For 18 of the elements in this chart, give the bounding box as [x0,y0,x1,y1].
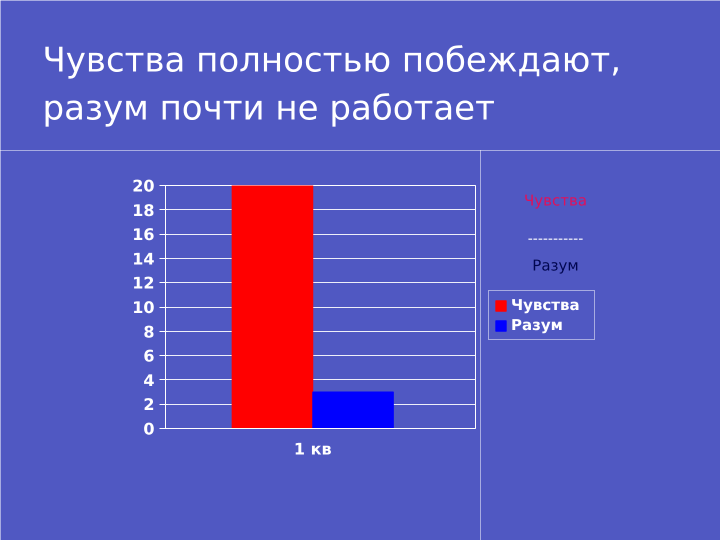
legend-label: Чувства [511,296,581,314]
y-tick-label: 8 [143,322,155,342]
x-tick-label: 1 кв [294,440,332,458]
y-tick-label: 20 [132,176,154,196]
text: Разум [532,256,579,274]
y-tick-label: 4 [143,370,155,390]
legend-label: Разум [511,316,564,334]
y-tick-label: 12 [132,274,154,293]
y-tick-label: 2 [143,395,155,414]
text: Чувства [524,192,588,210]
y-tick-label: 10 [132,298,154,317]
y-tick-label: 14 [132,249,154,268]
text: ----------- [528,231,584,247]
chart-title: Чувства полностью побеждают, разум почти не работает [42,40,622,128]
y-tick-label: 18 [132,200,154,220]
y-tick-label: 0 [143,420,155,438]
y-tick-label: 6 [143,346,155,366]
y-tick-label: 16 [132,225,154,244]
